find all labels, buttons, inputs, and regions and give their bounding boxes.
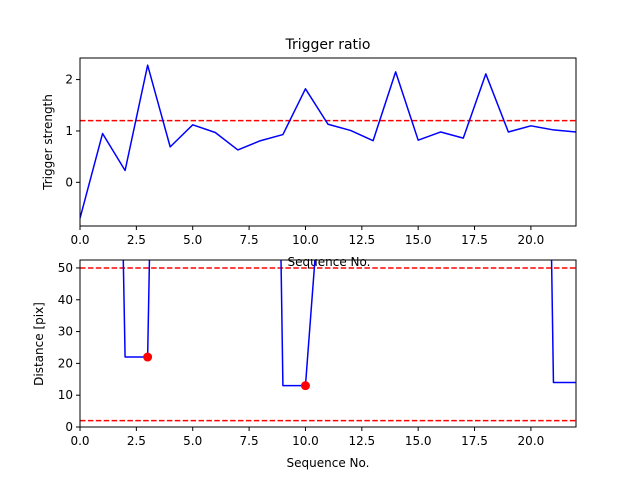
x-tick-label: 10.0 bbox=[292, 434, 319, 448]
y-axis-label: Trigger strength bbox=[41, 94, 55, 191]
series-line bbox=[550, 260, 576, 384]
plot-area bbox=[80, 64, 576, 219]
x-tick-label: 20.0 bbox=[518, 434, 545, 448]
y-tick-label: 20 bbox=[58, 356, 73, 370]
y-tick-label: 0 bbox=[65, 175, 73, 189]
y-tick-label: 10 bbox=[58, 388, 73, 402]
x-tick-label: 10.0 bbox=[292, 233, 319, 247]
y-tick-label: 30 bbox=[58, 325, 73, 339]
x-tick-label: 15.0 bbox=[405, 233, 432, 247]
x-tick-label: 0.0 bbox=[70, 434, 89, 448]
x-tick-label: 20.0 bbox=[518, 233, 545, 247]
x-tick-label: 5.0 bbox=[183, 233, 202, 247]
axes-frame bbox=[79, 57, 577, 227]
x-tick-label: 12.5 bbox=[348, 434, 375, 448]
x-tick-label: 17.5 bbox=[461, 233, 488, 247]
x-tick-label: 17.5 bbox=[461, 434, 488, 448]
y-axis-label: Distance [pix] bbox=[32, 302, 46, 386]
plot-area bbox=[80, 260, 576, 422]
y-tick-label: 1 bbox=[65, 124, 73, 138]
x-tick-label: 15.0 bbox=[405, 434, 432, 448]
x-tick-label: 2.5 bbox=[127, 434, 146, 448]
axes-frame bbox=[79, 259, 577, 428]
x-tick-label: 12.5 bbox=[348, 233, 375, 247]
x-tick-label: 5.0 bbox=[183, 434, 202, 448]
chart-title: Trigger ratio bbox=[284, 37, 370, 53]
y-tick-label: 50 bbox=[58, 261, 73, 275]
series-line bbox=[122, 260, 151, 358]
y-tick-label: 2 bbox=[65, 73, 73, 87]
x-tick-label: 2.5 bbox=[127, 233, 146, 247]
series-line bbox=[80, 64, 576, 219]
data-point bbox=[300, 381, 310, 391]
distance-chart: Sequence No. Distance [pix] 0.0 2.5 5.0 7.5… bbox=[32, 259, 577, 470]
trigger-ratio-chart: Trigger ratio Sequence No. Trigger stren… bbox=[41, 37, 577, 269]
x-axis-label: Sequence No. bbox=[288, 255, 371, 269]
x-tick-label: 0.0 bbox=[70, 233, 89, 247]
data-point bbox=[143, 352, 153, 362]
x-tick-label: 7.5 bbox=[240, 434, 259, 448]
y-tick-label: 0 bbox=[65, 420, 73, 434]
x-axis-label: Sequence No. bbox=[287, 456, 370, 470]
y-tick-label: 40 bbox=[58, 293, 73, 307]
series-line bbox=[280, 260, 316, 387]
x-tick-label: 7.5 bbox=[240, 233, 259, 247]
